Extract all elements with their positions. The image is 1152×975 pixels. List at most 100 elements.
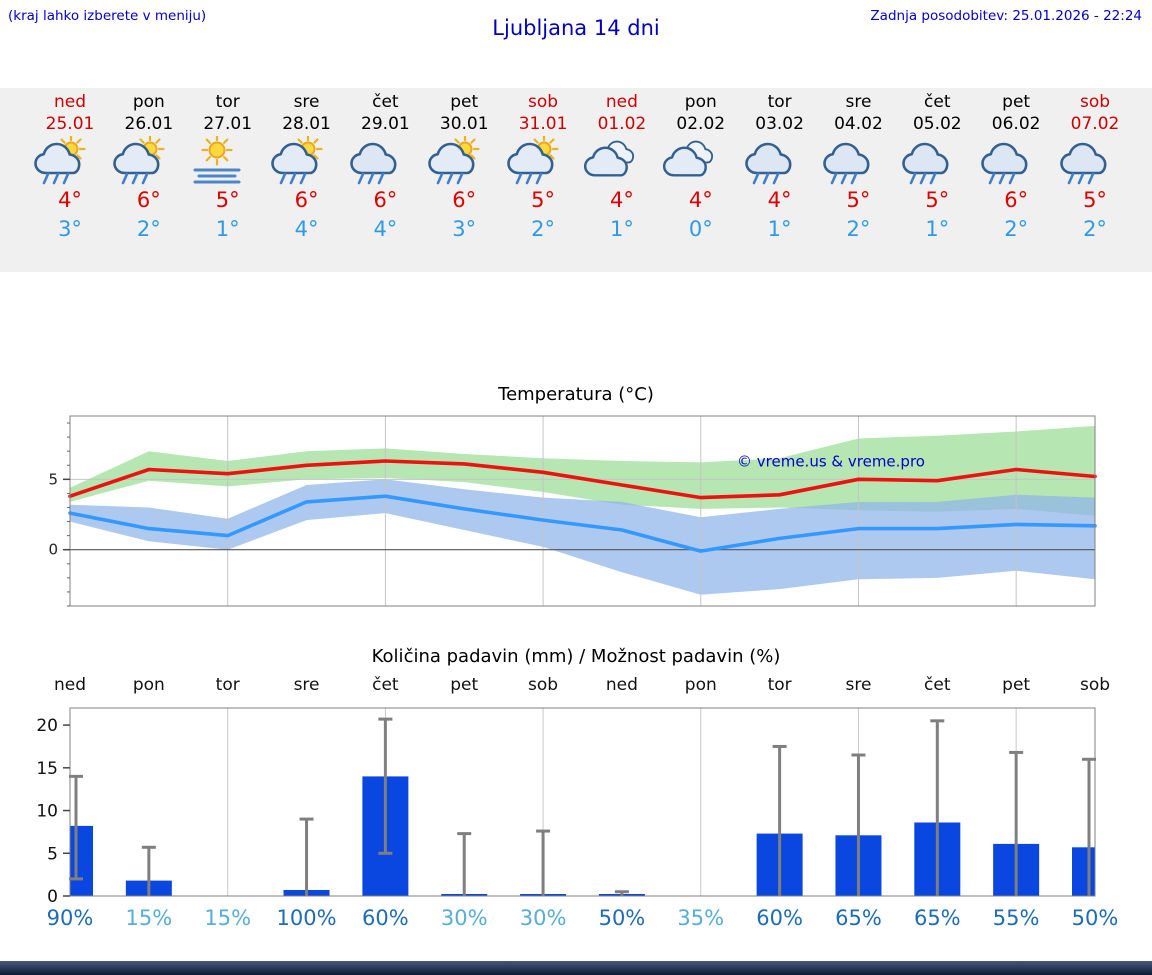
day-low-temp: 2°: [136, 217, 161, 241]
precip-day-label: tor: [215, 675, 240, 695]
day-low-temp: 0°: [688, 217, 713, 241]
day-name: sre: [293, 92, 320, 112]
day-high-temp: 6°: [1004, 188, 1029, 212]
precip-day-label: sob: [1079, 675, 1111, 695]
day-date: 26.01: [124, 114, 174, 134]
precip-probability: 60%: [362, 906, 409, 930]
precip-day-label: pon: [132, 675, 165, 695]
precip-day-label: čet: [372, 675, 399, 695]
precip-probability: 35%: [677, 906, 725, 930]
day-high-temp: 4°: [58, 188, 82, 212]
precip-probability: 15%: [125, 906, 173, 930]
forecast-day: tor 27.01 5° 1°: [185, 92, 271, 241]
menu-hint: (kraj lahko izberete v meniju): [8, 8, 207, 24]
precip-day-label: tor: [767, 675, 792, 695]
sun-fog-icon: [185, 136, 271, 188]
cloud-rain-icon: [894, 136, 980, 188]
day-date: 03.02: [755, 114, 804, 134]
forecast-day: čet 29.01 6° 4°: [342, 92, 428, 241]
day-high-temp: 6°: [452, 188, 477, 212]
day-high-temp: 5°: [215, 188, 240, 212]
sun-cloud-rain-icon: [421, 136, 507, 188]
day-name: ned: [605, 92, 638, 112]
forecast-day: sob 07.02 5° 2°: [1052, 92, 1138, 241]
forecast-day: pet 30.01 6° 3°: [421, 92, 507, 241]
day-date: 07.02: [1070, 114, 1120, 134]
precip-probability: 30%: [519, 906, 567, 930]
sun-cloud-rain-icon: [106, 136, 192, 188]
precip-day-label: sob: [528, 675, 559, 695]
watermark: © vreme.us & vreme.pro: [737, 453, 925, 471]
precip-day-label: ned: [53, 675, 87, 695]
day-name: tor: [215, 92, 240, 112]
precip-probability: 65%: [913, 906, 961, 930]
forecast-day: ned 01.02 4° 1°: [579, 92, 665, 241]
forecast-day: pet 06.02 6° 2°: [973, 92, 1059, 241]
precip-probability: 30%: [440, 906, 488, 930]
day-low-temp: 4°: [373, 217, 398, 241]
day-date: 01.02: [597, 114, 647, 134]
temperature-chart-title: Temperatura (°C): [498, 384, 654, 405]
day-date: 31.01: [518, 114, 568, 134]
precip-day-label: pon: [684, 675, 717, 695]
day-date: 05.02: [912, 114, 962, 134]
cloudy-icon: [658, 136, 744, 188]
last-update-label: Zadnja posodobitev: 25.01.2026 - 22:24: [870, 8, 1142, 24]
precip-day-label: pet: [450, 675, 479, 695]
day-low-temp: 2°: [531, 217, 555, 241]
day-low-temp: 3°: [58, 217, 82, 241]
forecast-day: pon 26.01 6° 2°: [106, 92, 192, 241]
cloud-rain-icon: [973, 136, 1059, 188]
precip-day-label: čet: [924, 675, 951, 695]
forecast-strip: ned 25.01 4° 3° pon 26.01 6° 2° tor 27.01 5° 1° sre 2…: [0, 88, 1152, 272]
precip-probability: 100%: [276, 906, 337, 930]
day-high-temp: 5°: [925, 188, 950, 212]
forecast-day: čet 05.02 5° 1°: [894, 92, 980, 241]
day-name: ned: [53, 92, 87, 112]
day-low-temp: 4°: [294, 217, 319, 241]
page-title: Ljubljana 14 dni: [492, 16, 660, 40]
day-low-temp: 2°: [1004, 217, 1029, 241]
forecast-day: sre 28.01 6° 4°: [264, 92, 350, 241]
day-high-temp: 5°: [846, 188, 871, 212]
svg-text:5: 5: [47, 844, 58, 864]
sun-cloud-rain-icon: [264, 136, 350, 188]
forecast-day: ned 25.01 4° 3°: [27, 92, 113, 241]
forecast-day: pon 02.02 4° 0°: [658, 92, 744, 241]
day-high-temp: 6°: [136, 188, 161, 212]
day-low-temp: 1°: [609, 217, 634, 241]
day-date: 27.01: [203, 114, 253, 134]
precip-probability: 65%: [835, 906, 882, 930]
day-name: pet: [1002, 92, 1031, 112]
day-high-temp: 4°: [767, 188, 792, 212]
day-date: 29.01: [361, 114, 410, 134]
day-date: 25.01: [45, 114, 95, 134]
day-date: 06.02: [991, 114, 1041, 134]
day-low-temp: 3°: [452, 217, 477, 241]
svg-text:0: 0: [47, 887, 58, 904]
precip-day-label: ned: [605, 675, 638, 695]
cloudy-icon: [579, 136, 665, 188]
precip-probability: 50%: [598, 906, 646, 930]
precip-day-label: pet: [1002, 675, 1031, 695]
temperature-chart: 0 5 © vreme.us & vreme.pro: [48, 415, 1097, 607]
day-low-temp: 1°: [925, 217, 950, 241]
day-name: čet: [372, 92, 399, 112]
day-name: pon: [132, 92, 165, 112]
sun-cloud-rain-icon: [500, 136, 586, 188]
day-high-temp: 5°: [1083, 188, 1107, 212]
svg-text:15: 15: [36, 759, 58, 779]
cloud-rain-icon: [342, 136, 428, 188]
precipitation-chart: 0 5 10 15 20: [36, 707, 1096, 904]
cloud-rain-icon: [1052, 136, 1138, 188]
day-name: pet: [450, 92, 479, 112]
day-high-temp: 4°: [609, 188, 634, 212]
day-high-temp: 6°: [373, 188, 398, 212]
cloud-rain-icon: [737, 136, 823, 188]
precip-day-label: sre: [845, 675, 872, 695]
cloud-rain-icon: [815, 136, 901, 188]
precip-probabilities: 90% 15% 15% 100% 60% 30% 30% 50% 35% 60% 65% 65% 55%…: [0, 904, 1152, 938]
day-high-temp: 6°: [294, 188, 319, 212]
svg-text:0: 0: [48, 541, 58, 559]
